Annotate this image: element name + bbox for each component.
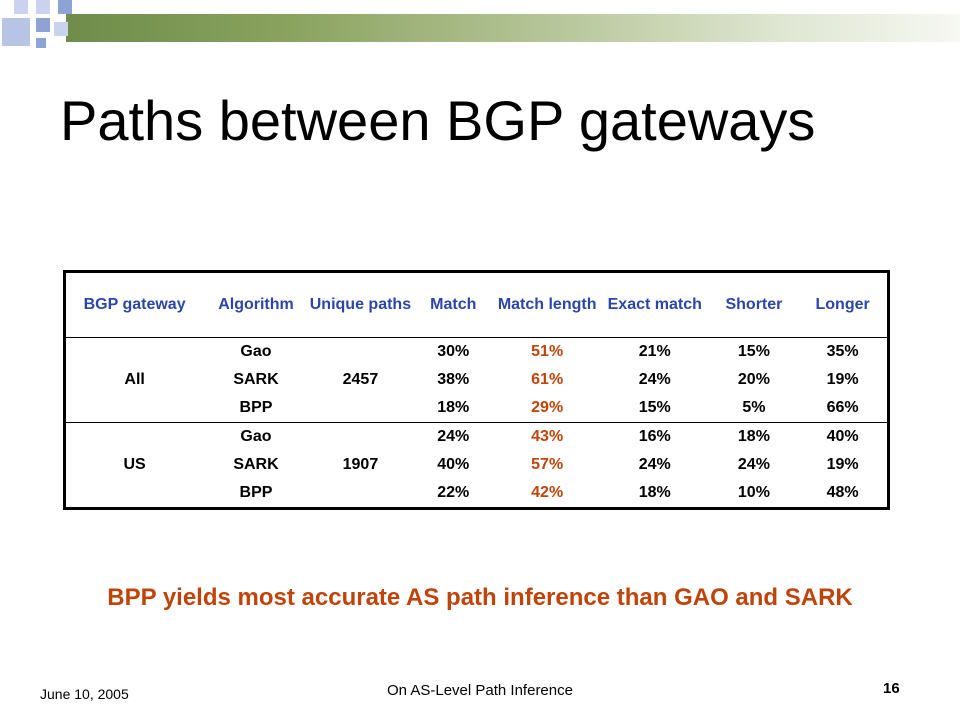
unique-paths-cell: 2457 (308, 337, 413, 423)
longer-cell: 35% (798, 337, 889, 366)
algorithm-cell: Gao (203, 422, 309, 451)
banner-square (36, 38, 46, 48)
match-length-cell: 61% (531, 371, 564, 388)
shorter-cell: 20% (737, 371, 770, 388)
shorter-cell: 15% (709, 337, 799, 366)
table-row: All Gao 2457 30% 51% 21% 15% 35% (64, 337, 889, 423)
column-header-shorter: Shorter (725, 296, 783, 313)
match-cell: 38% (437, 371, 470, 388)
column-header-algorithm: Algorithm (218, 296, 294, 313)
match-cell: 40% (437, 456, 470, 473)
shorter-cell: 10% (737, 484, 770, 501)
table-row: US Gao 1907 24% 43% 16% 18% 40% (64, 422, 889, 509)
match-length-cell: 29% (531, 399, 564, 416)
exact-match-cell: 16% (599, 422, 710, 451)
exact-match-cell: 24% (638, 456, 671, 473)
column-header-match-length: Match length (497, 296, 597, 313)
shorter-cell: 24% (737, 456, 770, 473)
table-header-row: BGP gateway Algorithm Unique paths Match… (65, 272, 889, 338)
banner-square (14, 0, 28, 14)
longer-cell: 40% (798, 422, 889, 451)
footer-title: On AS-Level Path Inference (387, 682, 573, 699)
match-length-cell: 42% (531, 484, 564, 501)
table-row: BPP 18% 29% 15% 5% 66% (65, 394, 889, 423)
column-header-match: Match (430, 296, 477, 313)
table-row: BPP 22% 42% 18% 10% 48% (65, 479, 889, 509)
match-cell: 22% (437, 484, 470, 501)
longer-cell: 19% (826, 371, 859, 388)
match-length-cell: 43% (494, 422, 600, 451)
banner-square (36, 18, 50, 32)
longer-cell: 66% (826, 399, 859, 416)
algorithm-cell: BPP (239, 399, 273, 416)
algorithm-cell: BPP (239, 484, 273, 501)
footer-date: June 10, 2005 (40, 686, 129, 702)
algorithm-cell: SARK (233, 371, 279, 388)
gateway-cell: All (64, 337, 204, 423)
exact-match-cell: 21% (599, 337, 710, 366)
banner-square (54, 22, 68, 36)
table-row: SARK 38% 61% 24% 20% 19% (65, 366, 889, 394)
match-length-cell: 57% (531, 456, 564, 473)
results-table: BGP gateway Algorithm Unique paths Match… (63, 270, 890, 510)
algorithm-cell: SARK (233, 456, 279, 473)
column-header-bgp-gateway: BGP gateway (83, 296, 186, 313)
shorter-cell: 5% (742, 399, 766, 416)
match-length-cell: 51% (494, 337, 600, 366)
exact-match-cell: 15% (638, 399, 671, 416)
column-header-exact-match: Exact match (607, 296, 702, 313)
algorithm-cell: Gao (203, 337, 309, 366)
exact-match-cell: 24% (638, 371, 671, 388)
column-header-unique-paths: Unique paths (309, 296, 412, 313)
column-header-longer: Longer (815, 296, 870, 313)
match-cell: 30% (412, 337, 495, 366)
banner-gradient-bar (66, 14, 960, 42)
conclusion-text: BPP yields most accurate AS path inferen… (107, 584, 853, 611)
unique-paths-cell: 1907 (308, 422, 413, 509)
match-cell: 18% (437, 399, 470, 416)
gateway-cell: US (64, 422, 204, 509)
banner-square (2, 18, 30, 46)
match-cell: 24% (412, 422, 495, 451)
shorter-cell: 18% (709, 422, 799, 451)
banner-square (58, 0, 72, 14)
banner-square (36, 0, 50, 14)
page-number: 16 (883, 680, 900, 697)
exact-match-cell: 18% (638, 484, 671, 501)
table-row: SARK 40% 57% 24% 24% 19% (65, 451, 889, 479)
decorative-banner (0, 0, 960, 60)
longer-cell: 19% (826, 456, 859, 473)
longer-cell: 48% (826, 484, 859, 501)
slide-title: Paths between BGP gateways (60, 89, 816, 152)
